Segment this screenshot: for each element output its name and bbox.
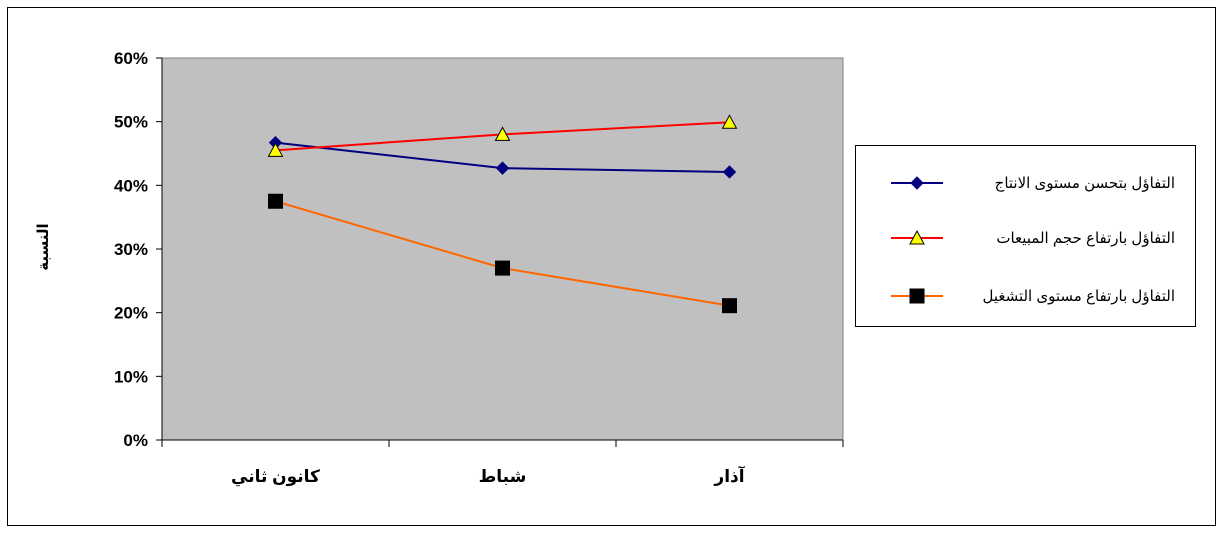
x-tick-label: شباط (479, 467, 527, 486)
legend-marker (909, 229, 925, 245)
legend: التفاؤل بتحسن مستوى الانتاج التفاؤل بارتف… (891, 175, 1175, 305)
data-point-series-2 (494, 126, 511, 141)
y-axis-title: النسبة (35, 223, 52, 270)
x-tick-label: آذار (713, 465, 745, 486)
data-point-series-2 (721, 114, 738, 129)
legend-label: التفاؤل بارتفاع حجم المبيعات (996, 230, 1175, 247)
data-point-series-3 (268, 193, 283, 209)
legend-marker (909, 288, 925, 304)
data-point-series-3 (495, 260, 510, 276)
axes: 0% 10% 20% 30% 40% 50% 60% كانون ثاني شباط آذار (114, 49, 844, 487)
y-tick-label: 50% (114, 113, 148, 132)
y-tick-label: 30% (114, 240, 148, 259)
data-point-series-3 (722, 298, 737, 314)
legend-label: التفاؤل بتحسن مستوى الانتاج (995, 175, 1175, 193)
data-point-series-1 (722, 165, 737, 179)
y-tick-label: 10% (114, 367, 148, 386)
x-tick-label: كانون ثاني (231, 467, 320, 487)
y-tick-label: 40% (114, 176, 148, 195)
series-markers (267, 114, 738, 314)
y-tick-label: 20% (114, 304, 148, 323)
data-point-series-1 (495, 161, 510, 175)
plot-area (161, 57, 844, 441)
data-point-series-2 (267, 142, 284, 157)
legend-label: التفاؤل بارتفاع مستوى التشغيل (982, 288, 1175, 305)
y-tick-label: 60% (114, 49, 148, 68)
legend-marker (910, 176, 924, 190)
y-tick-label: 0% (123, 431, 148, 450)
